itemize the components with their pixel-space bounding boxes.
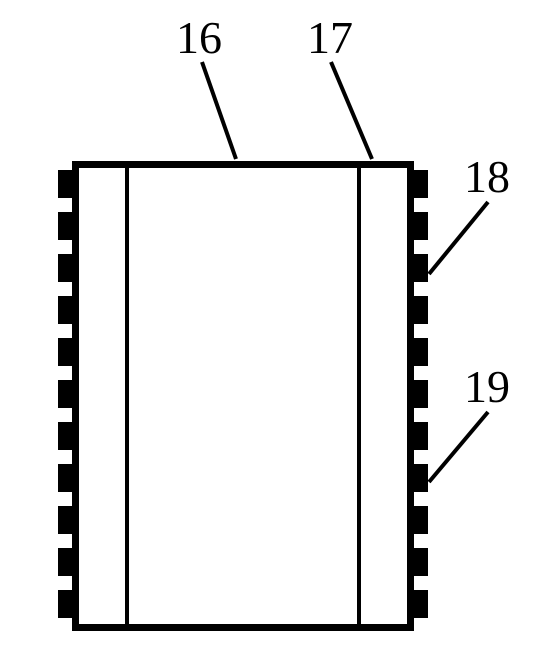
- leader-line: [429, 202, 488, 274]
- diagram-canvas: 16 17 18 19: [0, 0, 560, 667]
- leader-line: [331, 62, 372, 159]
- leader-line: [429, 412, 488, 482]
- leader-lines: [0, 0, 560, 667]
- leader-line: [202, 62, 236, 159]
